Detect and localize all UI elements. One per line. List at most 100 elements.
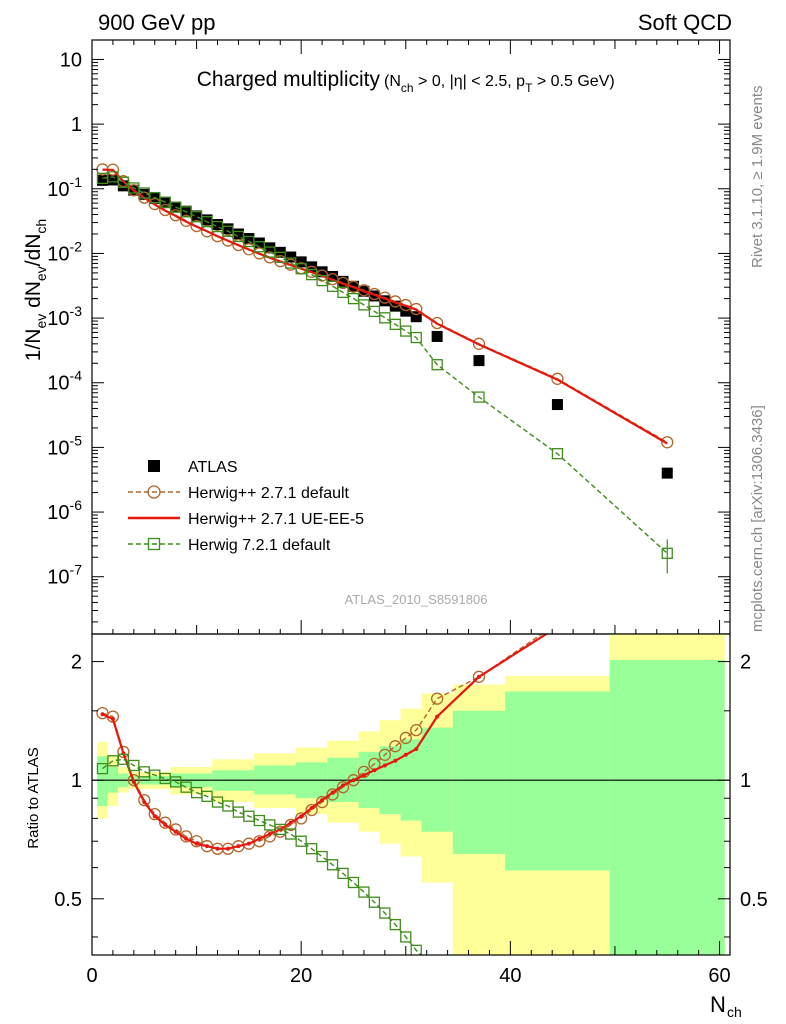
ratio-h721-default-line [102, 758, 423, 955]
ratio-h271-default-point-4 [138, 793, 151, 807]
h721-default-point-25 [358, 299, 370, 311]
ratio-h271-ueee5-point-21 [320, 798, 325, 803]
upper-tick-label-6: 10-5 [47, 432, 82, 459]
rivet-label: Rivet 3.1.10, ≥ 1.9M events [749, 86, 766, 269]
ratio-h271-default-point-31 [430, 692, 444, 705]
h271-ueee5-line [102, 168, 668, 445]
ratio-h271-default-point-33 [552, 618, 563, 629]
h721-default-point-17 [274, 251, 286, 263]
x-axis-label-n: N [710, 992, 726, 1017]
h721-default-point-29 [400, 325, 412, 337]
atlas-point-33 [551, 399, 563, 411]
ratio-panel: 0.5 0.51 12 20 20 40 60 [54, 40, 768, 1022]
ratio-h271-default-point-5 [148, 807, 161, 821]
ratio-h721-default-point-33 [552, 1012, 562, 1022]
ratio-h271-ueee5-point-15 [257, 836, 262, 841]
legend-label-3: Herwig 7.2.1 default [188, 537, 331, 554]
ratio-h721-default-point-13 [232, 806, 245, 818]
ratio-h271-default-point-23 [336, 781, 350, 794]
ratio-h721-default-point-3 [128, 759, 140, 772]
h721-default-point-24 [347, 292, 360, 305]
upper-title: Charged multiplicity (Nch > 0, |η| < 2.5… [197, 68, 615, 95]
ratio-h271-ueee5-point-22 [330, 790, 335, 795]
ratio-h271-default-point-22 [326, 788, 339, 801]
ratio-h271-default-point-20 [305, 803, 318, 817]
lower-tick-label-0: 0.5 [54, 889, 82, 911]
atlas-point-16 [264, 242, 276, 254]
ratio-h271-default-point-29 [399, 731, 412, 745]
ratio-h271-ueee5-point-29 [403, 752, 408, 757]
h721-default-point-26 [368, 305, 381, 318]
atlas-point-1 [107, 174, 119, 186]
lower-frame [91, 633, 731, 956]
ratio-h271-default-line [102, 634, 544, 850]
h721-default-point-2 [117, 176, 130, 188]
ratio-h271-default-point-28 [389, 740, 402, 753]
band-green-13 [452, 710, 506, 854]
upper-tick-label-4: 10-3 [47, 303, 82, 330]
atlas-point-28 [389, 300, 401, 312]
x-tick-label-0: 0 [86, 965, 97, 987]
series-2 [102, 168, 668, 445]
watermark-label: ATLAS_2010_S8591806 [345, 592, 488, 607]
atlas-point-18 [285, 251, 297, 263]
ratio-h721-default-point-32 [474, 981, 484, 991]
legend-entry-1: Herwig++ 2.7.1 default [128, 485, 350, 502]
h271-default-point-33 [551, 372, 564, 385]
h721-default-line [102, 176, 668, 554]
atlas-point-2 [117, 180, 129, 192]
ratio-h271-ueee5-point-24 [351, 778, 356, 783]
x-tick-label-1: 20 [290, 965, 312, 987]
band-green-15 [609, 659, 725, 955]
ratio-h271-default-point-3 [127, 774, 140, 787]
lower-tick-label-right-1: 1 [740, 770, 751, 792]
upper-tick-label-5: 10-4 [47, 368, 82, 395]
ratio-h721-default-point-26 [368, 896, 381, 908]
ratio-h271-ueee5-point-26 [372, 768, 377, 773]
h721-default-point-20 [305, 268, 318, 281]
legend-marker-1 [147, 485, 161, 499]
upper-tick-label-7: 10-6 [47, 497, 82, 524]
ratio-h271-ueee5-point-1 [110, 716, 115, 721]
legend-entry-3: Herwig 7.2.1 default [128, 537, 331, 554]
ratio-h271-ueee5-point-32 [476, 674, 481, 679]
cond-part-1: ch [401, 81, 414, 95]
ratio-h271-ueee5-point-5 [152, 814, 157, 819]
atlas-point-26 [368, 290, 380, 302]
h721-default-point-22 [326, 280, 339, 292]
ratio-h721-default-point-21 [316, 850, 328, 863]
ratio-h271-ueee5-point-23 [341, 783, 346, 788]
h271-default-point-31 [430, 316, 444, 330]
lower-tick-label-right-2: 2 [740, 652, 751, 674]
h721-default-point-33 [551, 448, 564, 460]
mcplots-label: mcplots.cern.ch [arXiv:1306.3436] [749, 405, 766, 632]
band-green-0 [97, 756, 108, 806]
ratio-h271-ueee5-point-30 [414, 746, 419, 751]
ratio-h721-default-point-18 [285, 828, 297, 840]
atlas-point-4 [138, 188, 150, 200]
cond-part-0: (N [384, 73, 401, 90]
ratio-h271-ueee5-point-11 [215, 846, 220, 851]
ratio-h721-default-point-23 [337, 867, 349, 880]
ratio-h271-ueee5-point-6 [163, 822, 168, 827]
ratio-h271-ueee5-point-10 [205, 844, 210, 849]
lower-series [96, 596, 669, 1022]
legend: ATLAS Herwig++ 2.7.1 default Herwig++ 2.7.… [128, 459, 364, 554]
legend-label-2: Herwig++ 2.7.1 UE-EE-5 [188, 511, 364, 528]
ratio-h721-default-point-27 [379, 907, 391, 919]
atlas-point-34 [661, 467, 673, 479]
ratio-h271-ueee5-point-12 [225, 846, 230, 851]
lower-tick-label-1: 1 [71, 770, 82, 792]
ratio-h271-default-point-6 [159, 816, 172, 829]
atlas-point-30 [410, 311, 422, 323]
ratio-h271-ueee5-point-19 [299, 814, 304, 819]
ratio-h271-default-point-30 [410, 723, 423, 737]
legend-entry-2: Herwig++ 2.7.1 UE-EE-5 [128, 511, 364, 528]
y-axis-label-main: 1/Nev dNev/dNch [22, 219, 49, 361]
atlas-point-19 [295, 256, 307, 268]
ratio-h721-default-point-25 [358, 886, 370, 898]
ratio-h271-ueee5-point-34 [665, 596, 669, 600]
legend-marker-3 [147, 537, 161, 551]
h721-default-point-32 [473, 391, 485, 403]
